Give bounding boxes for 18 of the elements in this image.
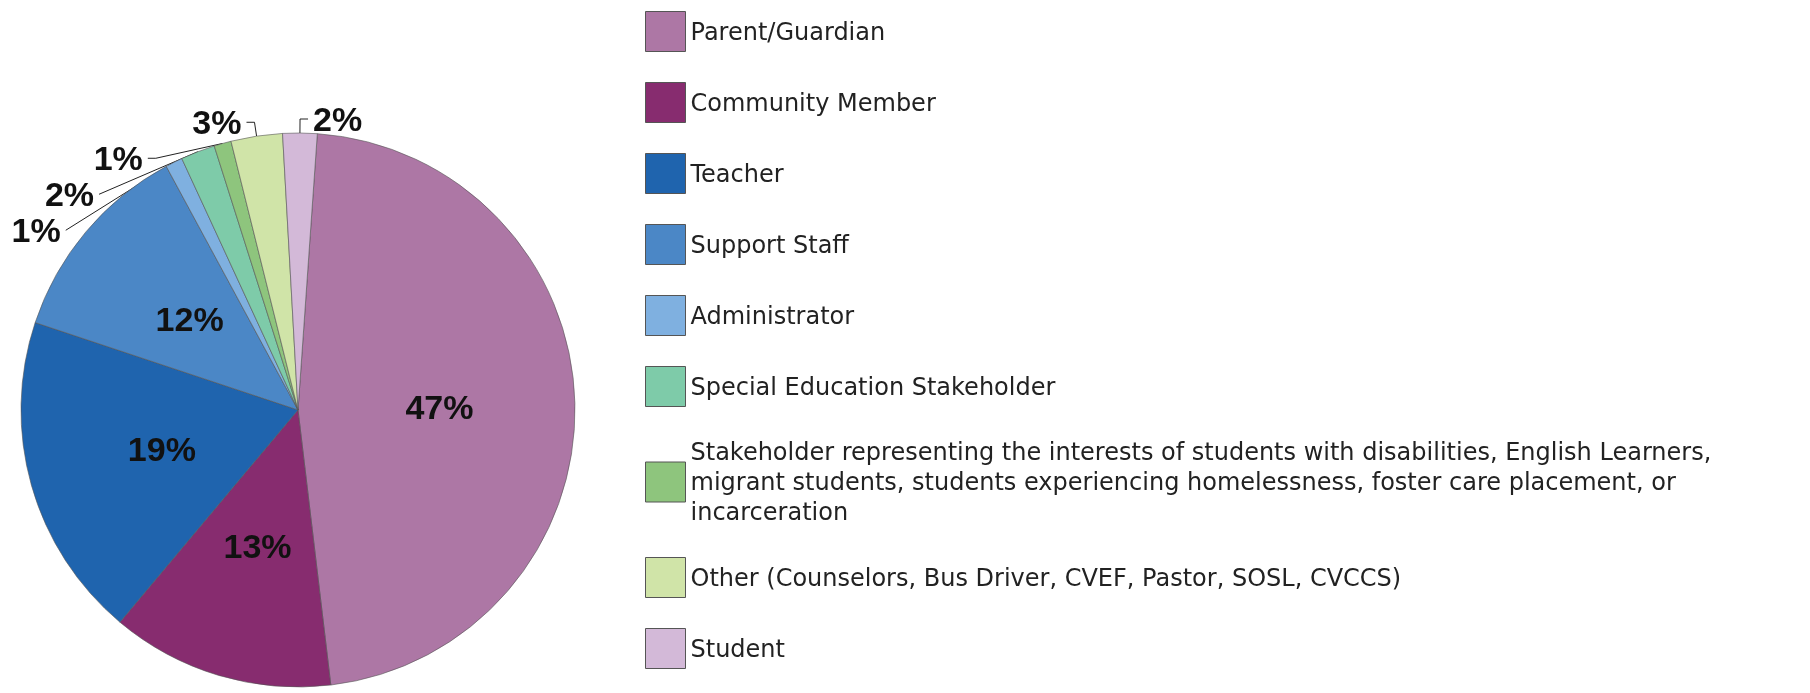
- legend-label: Community Member: [690, 88, 936, 117]
- legend-label: Special Education Stakeholder: [690, 372, 1056, 401]
- data-label: 1%: [93, 139, 143, 178]
- data-label: 13%: [223, 526, 292, 565]
- data-label: 2%: [313, 100, 363, 139]
- legend-label: Support Staff: [690, 230, 850, 259]
- legend-label: Other (Counselors, Bus Driver, CVEF, Pastor, SOSL, CVCCS): [690, 563, 1402, 592]
- legend-label: Student: [690, 634, 785, 663]
- legend-label: Parent/Guardian: [690, 17, 886, 46]
- data-label: 1%: [11, 211, 61, 250]
- data-label: 3%: [192, 103, 242, 142]
- legend-label: Administrator: [690, 301, 855, 330]
- data-label: 19%: [127, 429, 196, 468]
- data-label: 2%: [44, 175, 95, 214]
- legend-label: Stakeholder representing the interests of students with disabilities, English Learners, migrant students, students experiencing homelessness, foster care placement, or incarceration: [690, 438, 1719, 526]
- data-label: 12%: [155, 300, 224, 339]
- legend-label: Teacher: [689, 159, 784, 188]
- data-label: 47%: [405, 387, 474, 426]
